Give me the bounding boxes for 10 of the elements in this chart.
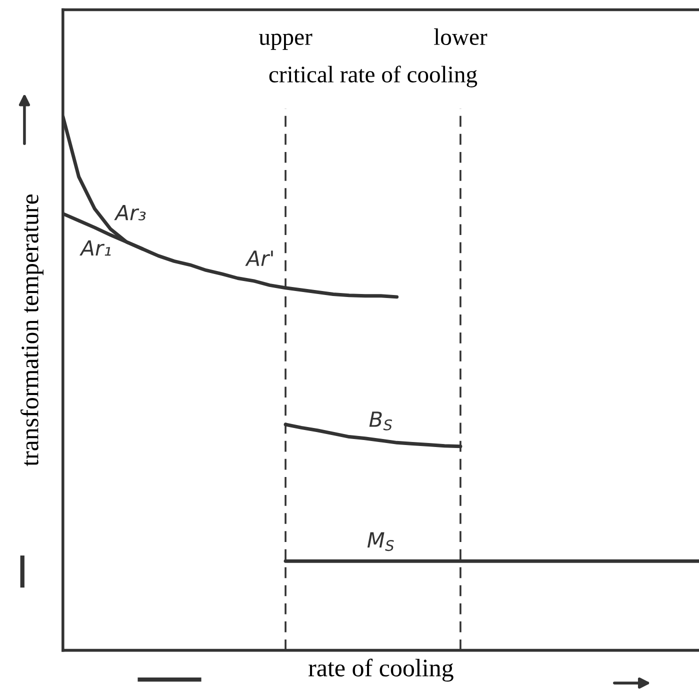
series-label: Ar₃ <box>114 204 146 220</box>
series-label: M$_{S}$ <box>367 532 394 552</box>
text: upper <box>258 34 312 50</box>
text: critical rate of cooling <box>269 66 478 88</box>
annotation: Ar' <box>245 250 273 266</box>
series-label: B$_{S}$ <box>369 412 392 430</box>
y-axis-title: transformation temperature <box>20 194 44 466</box>
x-axis-title: rate of cooling <box>308 658 454 682</box>
series-label: Ar₁ <box>80 240 111 256</box>
text: lower <box>434 28 488 46</box>
